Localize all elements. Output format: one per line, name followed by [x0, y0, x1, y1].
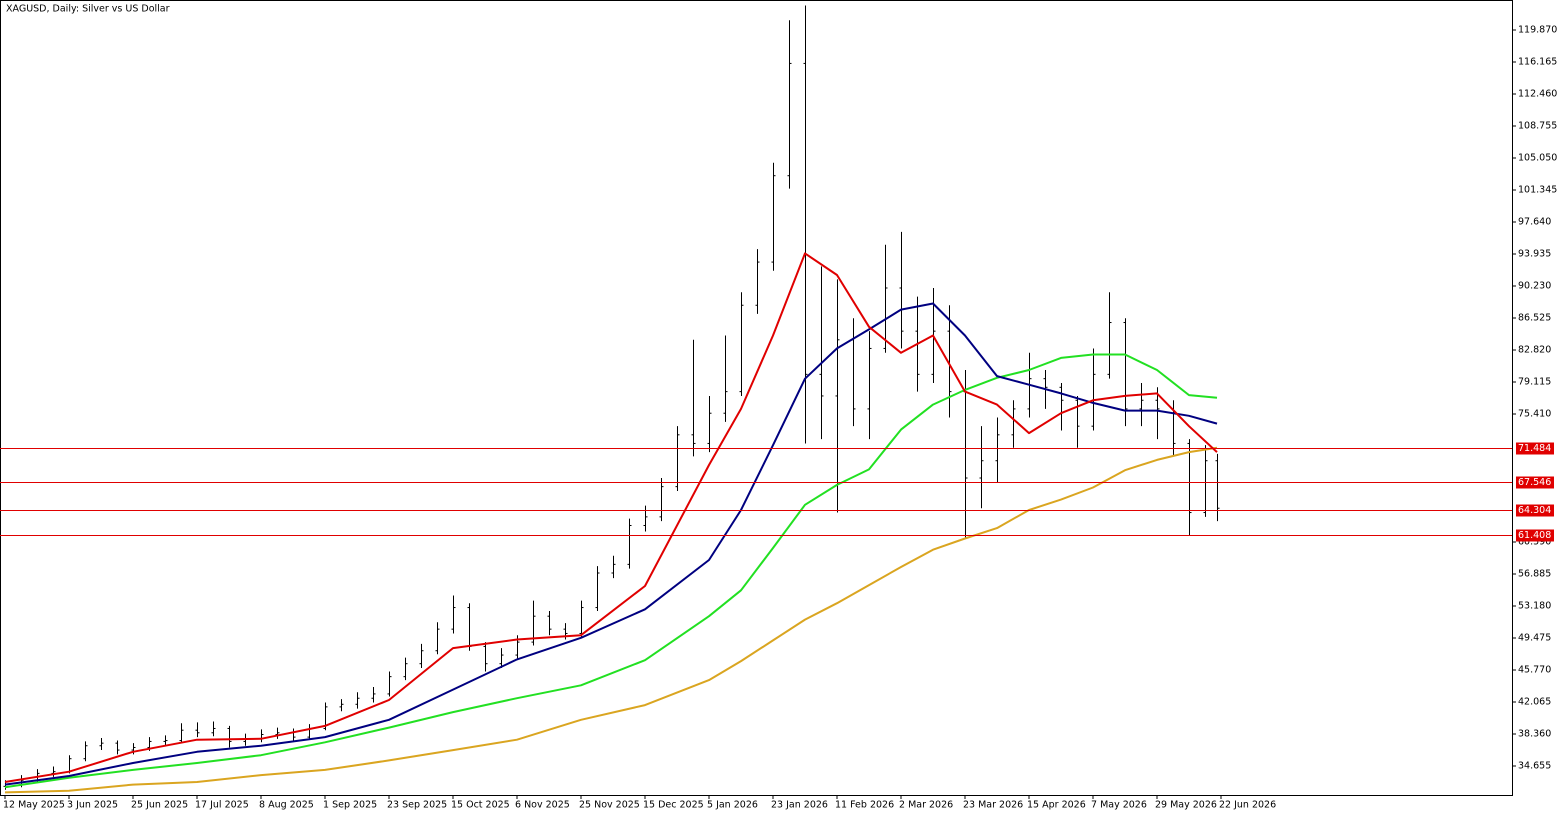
x-tick-label: 5 Jan 2026 — [707, 800, 758, 811]
y-tick-label: 90.230 — [1518, 280, 1551, 291]
moving-average — [4, 446, 1218, 794]
x-tick-label: 15 Dec 2025 — [643, 800, 704, 811]
x-tick-label: 29 May 2026 — [1155, 800, 1217, 811]
x-tick-label: 23 Jan 2026 — [771, 800, 828, 811]
level-label-box — [1516, 476, 1554, 489]
x-tick-label: 15 Oct 2025 — [451, 800, 510, 811]
x-tick-label: 22 Jun 2026 — [1219, 800, 1276, 811]
x-tick-label: 8 Aug 2025 — [259, 800, 314, 811]
x-tick-label: 7 May 2026 — [1091, 800, 1147, 811]
y-tick-label: 105.050 — [1518, 152, 1557, 163]
x-tick-label: 23 Sep 2025 — [387, 800, 447, 811]
level-label-box — [1516, 442, 1554, 455]
y-tick-label: 79.115 — [1518, 376, 1551, 387]
y-tick-label: 53.180 — [1518, 600, 1551, 611]
x-tick-label: 11 Feb 2026 — [835, 800, 894, 811]
y-tick-label: 108.755 — [1518, 120, 1557, 131]
y-tick-label: 119.870 — [1518, 24, 1557, 35]
plot-frame — [0, 0, 1513, 796]
x-tick-label: 25 Nov 2025 — [579, 800, 640, 811]
x-tick-label: 1 Sep 2025 — [323, 800, 377, 811]
y-tick-label: 116.165 — [1518, 56, 1557, 67]
y-tick-label: 45.770 — [1518, 664, 1551, 675]
moving-average — [4, 353, 1218, 789]
y-tick-label: 42.065 — [1518, 696, 1551, 707]
x-tick-label: 25 Jun 2025 — [131, 800, 188, 811]
y-tick-label: 112.460 — [1518, 88, 1557, 99]
y-tick-label: 93.935 — [1518, 248, 1551, 259]
y-tick-label: 34.655 — [1518, 760, 1551, 771]
y-tick-label: 82.820 — [1518, 344, 1551, 355]
chart-title: XAGUSD, Daily: Silver vs US Dollar — [6, 4, 170, 15]
x-tick-label: 17 Jul 2025 — [195, 800, 249, 811]
y-tick-label: 75.410 — [1518, 408, 1551, 419]
level-label: 67.546 — [1518, 477, 1551, 488]
y-tick-label: 101.345 — [1518, 184, 1557, 195]
x-tick-label: 2 Mar 2026 — [899, 800, 953, 811]
x-tick-label: 23 Mar 2026 — [963, 800, 1023, 811]
level-label: 64.304 — [1518, 505, 1551, 516]
x-tick-label: 12 May 2025 — [3, 800, 65, 811]
x-tick-label: 6 Nov 2025 — [515, 800, 570, 811]
level-label: 71.484 — [1518, 443, 1551, 454]
y-tick-label: 38.360 — [1518, 728, 1551, 739]
y-tick-label: 49.475 — [1518, 632, 1551, 643]
level-label-box — [1516, 529, 1554, 542]
x-tick-label: 3 Jun 2025 — [67, 800, 118, 811]
y-tick-label: 56.885 — [1518, 568, 1551, 579]
moving-average — [4, 252, 1218, 783]
x-tick-label: 15 Apr 2026 — [1027, 800, 1086, 811]
level-label-box — [1516, 504, 1554, 517]
y-tick-label: 60.590 — [1518, 536, 1551, 547]
level-label: 61.408 — [1518, 530, 1551, 541]
y-tick-label: 97.640 — [1518, 216, 1551, 227]
moving-average — [4, 302, 1218, 786]
y-tick-label: 86.525 — [1518, 312, 1551, 323]
